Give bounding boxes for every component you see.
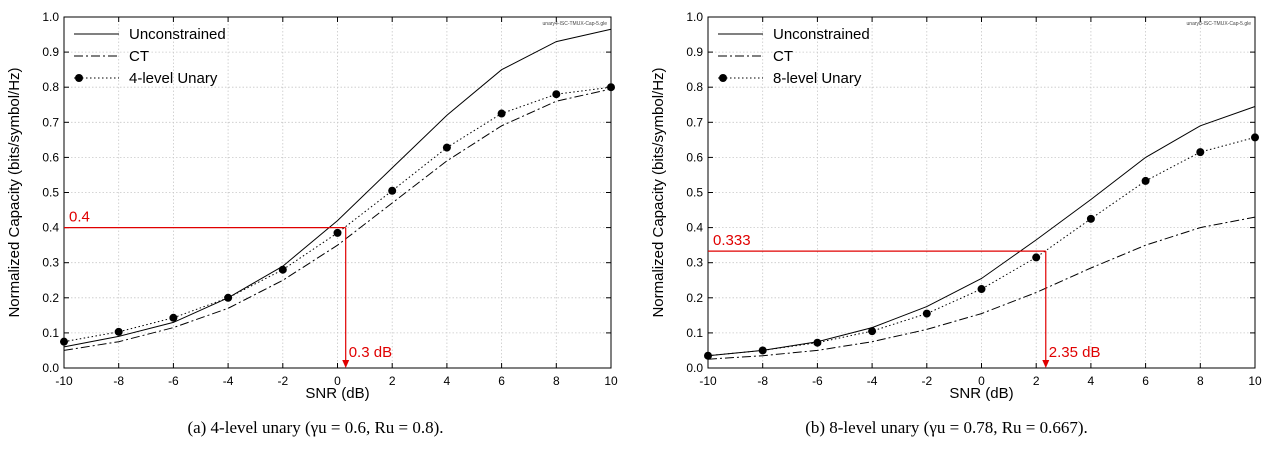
data-point: [1251, 133, 1259, 142]
series-line-2: [63, 86, 612, 343]
y-tick-label: 0.6: [686, 150, 703, 164]
file-label: unary4-ISC-TMUX-Cap-5.gle: [543, 21, 608, 27]
caption-a: (a) 4-level unary (γu = 0.6, Ru = 0.8).: [187, 418, 444, 437]
data-point: [497, 109, 506, 118]
series-line-0: [63, 28, 612, 348]
y-tick-label: 0.9: [42, 45, 59, 59]
annotation-arrow-head: [1042, 360, 1050, 368]
y-tick-label: 0.3: [686, 256, 703, 270]
data-point: [868, 327, 877, 336]
data-point: [922, 309, 931, 318]
y-tick-label: 0.6: [42, 150, 59, 164]
legend-label-0: Unconstrained: [129, 26, 226, 43]
series-line-2: [707, 136, 1256, 357]
y-tick-label: 1.0: [42, 10, 59, 24]
x-tick-label: -4: [223, 374, 234, 388]
legend-marker: [75, 74, 83, 82]
data-point: [1086, 214, 1095, 223]
y-tick-label: 0.0: [42, 361, 59, 375]
chart-b: -10 -8 -6 -4 -2 0 2 4 6 8 10 0.0 0.1 0.2 0.3 0.4 0.5 0.6 0…: [650, 10, 1262, 402]
y-axis-label: Normalized Capacity (bits/symbol/Hz): [650, 67, 667, 317]
y-tick-label: 0.2: [686, 291, 703, 305]
x-tick-label: 10: [604, 374, 618, 388]
annotation-y-label: 0.333: [713, 232, 751, 249]
x-tick-label: 4: [1088, 374, 1095, 388]
x-tick-label: -8: [113, 374, 124, 388]
x-tick-label: 6: [498, 374, 505, 388]
x-tick-label: 4: [444, 374, 451, 388]
x-tick-label: 10: [1248, 374, 1262, 388]
data-point: [704, 351, 712, 360]
y-tick-label: 0.1: [42, 326, 59, 340]
x-tick-label: 0: [978, 374, 985, 388]
y-tick-label: 0.8: [42, 80, 59, 94]
legend-label-2: 4-level Unary: [129, 70, 218, 87]
y-tick-label: 0.7: [686, 115, 703, 129]
caption-b: (b) 8-level unary (γu = 0.78, Ru = 0.667…: [805, 418, 1088, 437]
y-tick-label: 0.1: [686, 326, 703, 340]
x-tick-label: 2: [1033, 374, 1040, 388]
data-point: [977, 285, 986, 294]
chart-a: -10 -8 -6 -4 -2 0 2 4 6 8 10 0.0 0.1 0.2 0.3 0.4 0.5 0.6 0…: [6, 10, 618, 402]
data-point: [1032, 253, 1041, 262]
annotation-arrow-head: [342, 360, 350, 368]
x-tick-label: -10: [699, 374, 717, 388]
y-axis-label: Normalized Capacity (bits/symbol/Hz): [6, 67, 23, 317]
legend-label-1: CT: [129, 48, 149, 65]
data-point: [552, 90, 561, 99]
y-tick-label: 0.9: [686, 45, 703, 59]
y-tick-label: 0.2: [42, 291, 59, 305]
x-tick-label: -6: [168, 374, 179, 388]
y-tick-label: 0.4: [42, 221, 59, 235]
y-tick-label: 0.4: [686, 221, 703, 235]
x-tick-label: 0: [334, 374, 341, 388]
x-tick-label: -2: [921, 374, 932, 388]
x-tick-label: -10: [55, 374, 73, 388]
annotation-x-label: 0.3 dB: [349, 344, 392, 361]
x-tick-label: 6: [1142, 374, 1149, 388]
y-tick-label: 0.7: [42, 115, 59, 129]
legend-label-1: CT: [773, 48, 793, 65]
data-point: [758, 346, 767, 355]
y-tick-label: 1.0: [686, 10, 703, 24]
series-line-1: [707, 216, 1256, 360]
data-point: [333, 228, 342, 237]
x-tick-label: 8: [553, 374, 560, 388]
data-point: [1141, 176, 1150, 185]
data-point: [169, 313, 178, 322]
series-line-1: [63, 88, 612, 351]
legend-label-0: Unconstrained: [773, 26, 870, 43]
annotation-y-label: 0.4: [69, 209, 90, 226]
y-tick-label: 0.5: [686, 186, 703, 200]
data-point: [60, 337, 68, 346]
data-point: [813, 338, 822, 347]
x-tick-label: -6: [812, 374, 823, 388]
x-tick-label: 2: [389, 374, 396, 388]
y-tick-label: 0.0: [686, 361, 703, 375]
data-point: [114, 327, 123, 336]
legend-marker: [719, 74, 727, 82]
data-point: [278, 265, 287, 274]
x-tick-label: -4: [867, 374, 878, 388]
x-tick-label: -8: [757, 374, 768, 388]
panel-b: -10 -8 -6 -4 -2 0 2 4 6 8 10 0.0 0.1 0.2 0.3 0.4 0.5 0.6 0…: [631, 0, 1262, 460]
x-tick-label: -2: [277, 374, 288, 388]
series-line-0: [707, 106, 1256, 357]
data-point: [607, 83, 615, 92]
y-tick-label: 0.8: [686, 80, 703, 94]
file-label: unary8-ISC-TMUX-Cap-5.gle: [1187, 21, 1252, 27]
panel-a: -10 -8 -6 -4 -2 0 2 4 6 8 10 0.0 0.1 0.2 0.3 0.4 0.5 0.6 0…: [6, 10, 618, 437]
legend-label-2: 8-level Unary: [773, 70, 862, 87]
x-axis-label: SNR (dB): [949, 385, 1013, 402]
y-tick-label: 0.3: [42, 256, 59, 270]
data-point: [388, 186, 397, 195]
x-axis-label: SNR (dB): [305, 385, 369, 402]
annotation-x-label: 2.35 dB: [1049, 344, 1101, 361]
y-tick-label: 0.5: [42, 186, 59, 200]
data-point: [442, 143, 451, 152]
data-point: [1196, 148, 1205, 157]
x-tick-label: 8: [1197, 374, 1204, 388]
data-point: [224, 293, 233, 302]
